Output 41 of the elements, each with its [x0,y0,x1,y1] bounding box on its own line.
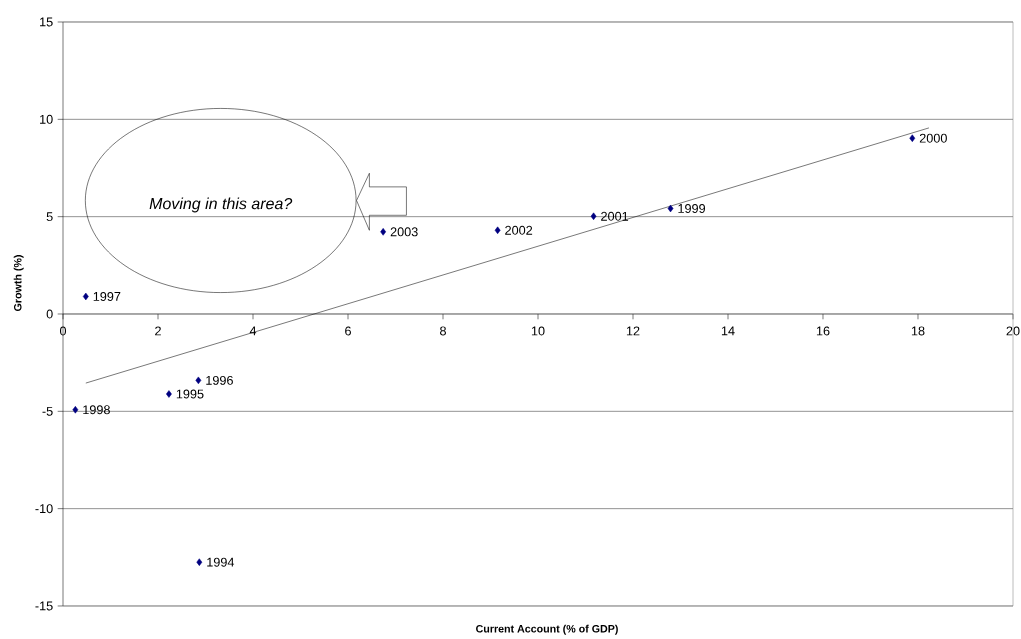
annotation: 1994 [207,557,235,567]
annotation: 1995 [176,389,204,399]
y-tick-label: -10 [35,504,53,514]
point [72,406,79,414]
annotation: Moving in this area? [149,197,293,213]
x-axis-title: Current Account (% of GDP) [476,624,618,635]
point [667,204,674,213]
x-tick-label: 0 [59,326,67,336]
x-tick-label: 12 [626,326,640,336]
annotation: 2003 [390,227,418,237]
point [195,376,202,385]
y-tick-label: 5 [46,212,53,222]
point [494,226,501,235]
point [82,292,89,301]
x-tick-label: 14 [721,326,735,336]
y-tick-label: 10 [40,114,53,124]
y-tick-label: -15 [35,601,53,611]
annotation: 1999 [678,204,706,213]
y-axis-title: Growth (%) [13,255,24,311]
x-tick-label: 18 [911,326,925,336]
x-tick-label: 2 [155,326,161,336]
point [166,390,172,398]
point [196,558,203,566]
annotation: 1998 [83,405,110,415]
y-tick-label: -5 [42,406,53,416]
point [909,134,916,142]
point [380,228,387,236]
annotation: 2000 [919,133,947,143]
y-tick-label: 15 [40,17,53,27]
x-tick-label: 10 [531,326,545,336]
annotation: 1997 [93,291,121,301]
y-tick-label: 0 [46,309,53,319]
annotation: 2002 [505,225,533,235]
x-tick-label: 20 [1006,326,1020,336]
x-tick-label: 6 [345,326,351,336]
point [590,212,597,221]
x-tick-label: 4 [249,326,257,336]
annotation: 2001 [601,211,629,221]
annotation: 1996 [206,375,233,385]
x-tick-label: 16 [816,326,830,336]
x-tick-label: 8 [440,326,446,336]
